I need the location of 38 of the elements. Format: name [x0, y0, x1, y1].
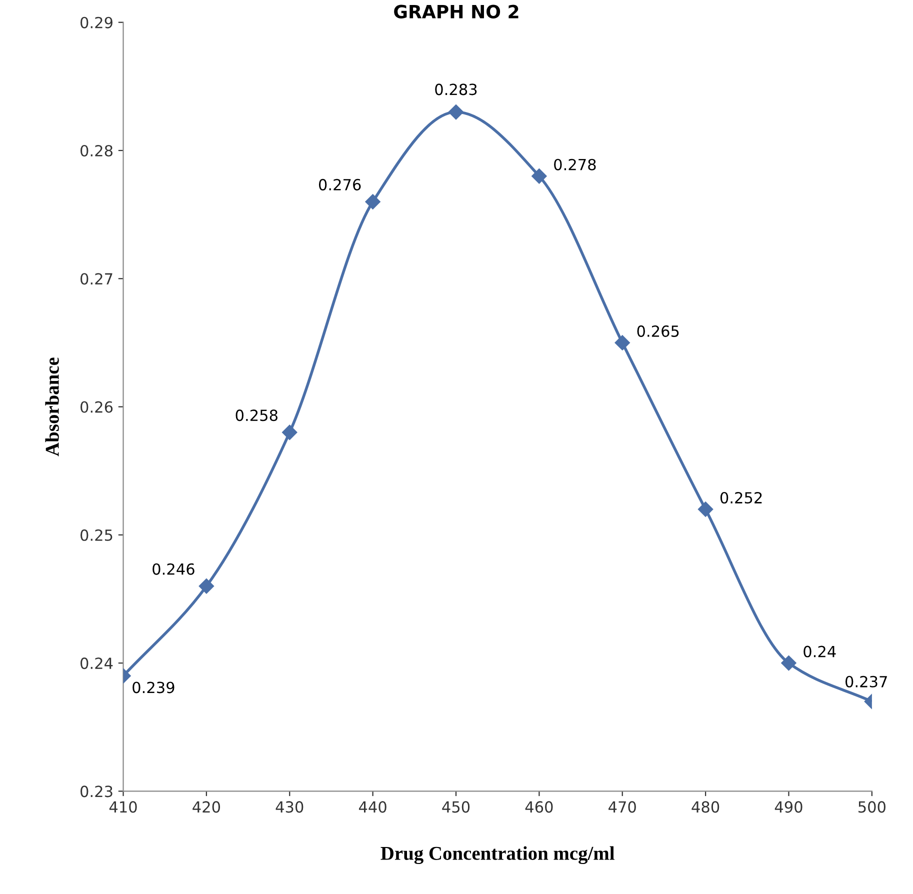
x-tick-label: 470: [608, 801, 636, 813]
point: [282, 424, 298, 440]
y-tick-label: 0.26: [80, 401, 113, 413]
y-tick-label: 0.29: [80, 16, 112, 28]
data-label: 0.252: [720, 492, 762, 504]
point: [198, 578, 214, 594]
x-tick-label: 480: [692, 801, 720, 813]
point: [448, 104, 464, 120]
y-tick-label: 0.27: [80, 273, 112, 285]
chart-title: GRAPH NO 2: [394, 4, 518, 18]
x-tick-label: 460: [525, 801, 553, 813]
data-label: 0.24: [804, 646, 836, 658]
y-axis-title: Absorbance: [45, 358, 59, 456]
data-label: 0.237: [846, 676, 887, 688]
x-tick-label: 410: [109, 801, 137, 813]
x-tick-label: 420: [192, 801, 220, 813]
x-tick-label: 490: [774, 801, 802, 813]
y-tick-label: 0.28: [80, 144, 112, 157]
x-axis-title: Drug Concentration mcg/ml: [380, 846, 614, 864]
y-tick-label: 0.25: [80, 529, 112, 541]
x-tick-label: 450: [442, 801, 470, 813]
data-label: 0.278: [554, 158, 596, 170]
data-label: 0.276: [318, 178, 361, 190]
x-tick-label: 440: [358, 801, 386, 813]
data-label: 0.246: [152, 563, 194, 575]
x-tick-label: 500: [858, 801, 886, 813]
point: [698, 502, 714, 517]
point: [365, 194, 380, 210]
data-label: 0.258: [236, 410, 278, 422]
data-label: 0.265: [637, 325, 679, 337]
point: [781, 655, 796, 671]
data-label: 0.283: [435, 84, 477, 96]
point: [614, 335, 630, 350]
y-tick-label: 0.23: [80, 786, 112, 798]
data-label: 0.239: [132, 682, 174, 694]
point: [532, 168, 547, 184]
x-tick-label: 430: [276, 801, 304, 813]
y-tick-label: 0.24: [80, 658, 113, 670]
